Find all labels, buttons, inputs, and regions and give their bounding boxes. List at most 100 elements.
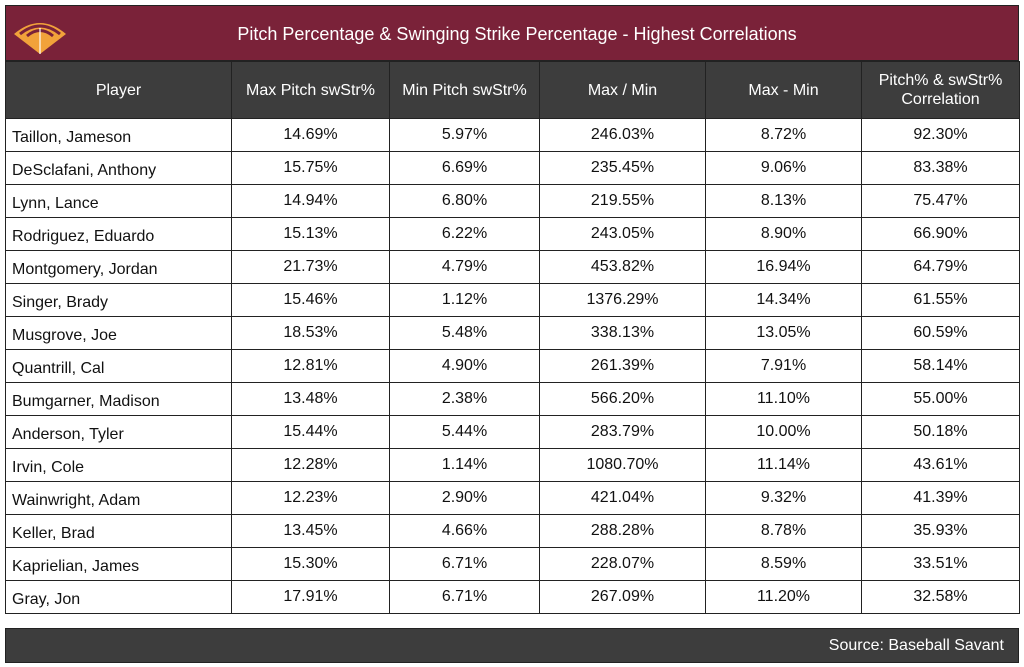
correlation-cell: 61.55% <box>861 283 1020 317</box>
max-pitch-cell: 18.53% <box>231 316 390 350</box>
col-header-max-pitch: Max Pitch swStr% <box>231 61 390 119</box>
correlation-cell: 43.61% <box>861 448 1020 482</box>
max-pitch-cell: 21.73% <box>231 250 390 284</box>
table-row: Gray, Jon 17.91% 6.71% 267.09% 11.20% 32.58% <box>5 580 1020 614</box>
min-pitch-cell: 4.79% <box>389 250 540 284</box>
max-over-min-cell: 235.45% <box>539 151 706 185</box>
table-row: Kaprielian, James 15.30% 6.71% 228.07% 8.59%… <box>5 547 1020 581</box>
player-cell: Bumgarner, Madison <box>5 382 232 416</box>
player-cell: Quantrill, Cal <box>5 349 232 383</box>
max-over-min-cell: 243.05% <box>539 217 706 251</box>
table-row: Singer, Brady 15.46% 1.12% 1376.29% 14.34% 61… <box>5 283 1020 317</box>
min-pitch-cell: 1.14% <box>389 448 540 482</box>
table-row: DeSclafani, Anthony 15.75% 6.69% 235.45% 9.0… <box>5 151 1020 185</box>
source-note: Source: Baseball Savant <box>828 637 1004 654</box>
source-footer: Source: Baseball Savant <box>5 628 1019 663</box>
min-pitch-cell: 2.90% <box>389 481 540 515</box>
col-header-correlation: Pitch% & swStr% Correlation <box>861 61 1020 119</box>
min-pitch-cell: 4.90% <box>389 349 540 383</box>
player-cell: Irvin, Cole <box>5 448 232 482</box>
max-minus-min-cell: 8.59% <box>705 547 862 581</box>
player-cell: Gray, Jon <box>5 580 232 614</box>
max-pitch-cell: 15.46% <box>231 283 390 317</box>
table-row: Musgrove, Joe 18.53% 5.48% 338.13% 13.05% 60.… <box>5 316 1020 350</box>
min-pitch-cell: 5.48% <box>389 316 540 350</box>
header-row: Player Max Pitch swStr% Min Pitch swStr%… <box>5 61 1020 119</box>
max-over-min-cell: 566.20% <box>539 382 706 416</box>
player-cell: Kaprielian, James <box>5 547 232 581</box>
correlation-cell: 33.51% <box>861 547 1020 581</box>
max-over-min-cell: 453.82% <box>539 250 706 284</box>
max-minus-min-cell: 11.10% <box>705 382 862 416</box>
max-minus-min-cell: 8.90% <box>705 217 862 251</box>
max-pitch-cell: 15.44% <box>231 415 390 449</box>
max-pitch-cell: 15.13% <box>231 217 390 251</box>
min-pitch-cell: 4.66% <box>389 514 540 548</box>
baseball-field-logo-icon <box>14 23 66 54</box>
min-pitch-cell: 5.97% <box>389 118 540 152</box>
table-row: Bumgarner, Madison 13.48% 2.38% 566.20% 11.1… <box>5 382 1020 416</box>
max-minus-min-cell: 14.34% <box>705 283 862 317</box>
max-over-min-cell: 228.07% <box>539 547 706 581</box>
max-pitch-cell: 17.91% <box>231 580 390 614</box>
max-minus-min-cell: 9.32% <box>705 481 862 515</box>
table-row: Keller, Brad 13.45% 4.66% 288.28% 8.78% 35.93… <box>5 514 1020 548</box>
max-pitch-cell: 14.94% <box>231 184 390 218</box>
player-cell: Wainwright, Adam <box>5 481 232 515</box>
table-row: Wainwright, Adam 12.23% 2.90% 421.04% 9.32% 4… <box>5 481 1020 515</box>
correlation-cell: 55.00% <box>861 382 1020 416</box>
correlation-cell: 83.38% <box>861 151 1020 185</box>
max-pitch-cell: 14.69% <box>231 118 390 152</box>
min-pitch-cell: 6.80% <box>389 184 540 218</box>
correlation-cell: 75.47% <box>861 184 1020 218</box>
max-over-min-cell: 1376.29% <box>539 283 706 317</box>
max-minus-min-cell: 11.20% <box>705 580 862 614</box>
table-row: Rodriguez, Eduardo 15.13% 6.22% 243.05% 8.90… <box>5 217 1020 251</box>
title-bar: Pitch Percentage & Swinging Strike Perce… <box>5 5 1019 61</box>
max-minus-min-cell: 8.78% <box>705 514 862 548</box>
min-pitch-cell: 2.38% <box>389 382 540 416</box>
max-over-min-cell: 246.03% <box>539 118 706 152</box>
table-row: Anderson, Tyler 15.44% 5.44% 283.79% 10.00% 5… <box>5 415 1020 449</box>
max-over-min-cell: 261.39% <box>539 349 706 383</box>
correlation-cell: 41.39% <box>861 481 1020 515</box>
table-row: Quantrill, Cal 12.81% 4.90% 261.39% 7.91% 58.… <box>5 349 1020 383</box>
player-cell: Keller, Brad <box>5 514 232 548</box>
max-minus-min-cell: 10.00% <box>705 415 862 449</box>
max-pitch-cell: 15.75% <box>231 151 390 185</box>
max-over-min-cell: 1080.70% <box>539 448 706 482</box>
player-cell: Rodriguez, Eduardo <box>5 217 232 251</box>
max-over-min-cell: 421.04% <box>539 481 706 515</box>
max-pitch-cell: 15.30% <box>231 547 390 581</box>
max-pitch-cell: 13.48% <box>231 382 390 416</box>
min-pitch-cell: 6.71% <box>389 547 540 581</box>
correlation-cell: 64.79% <box>861 250 1020 284</box>
max-over-min-cell: 283.79% <box>539 415 706 449</box>
table-row: Irvin, Cole 12.28% 1.14% 1080.70% 11.14% 43.6… <box>5 448 1020 482</box>
max-over-min-cell: 338.13% <box>539 316 706 350</box>
data-table: Player Max Pitch swStr% Min Pitch swStr%… <box>5 61 1020 614</box>
player-cell: DeSclafani, Anthony <box>5 151 232 185</box>
max-minus-min-cell: 13.05% <box>705 316 862 350</box>
max-minus-min-cell: 11.14% <box>705 448 862 482</box>
min-pitch-cell: 6.22% <box>389 217 540 251</box>
table-title: Pitch Percentage & Swinging Strike Perce… <box>237 24 797 44</box>
max-over-min-cell: 288.28% <box>539 514 706 548</box>
col-header-min-pitch: Min Pitch swStr% <box>389 61 540 119</box>
max-pitch-cell: 12.28% <box>231 448 390 482</box>
max-over-min-cell: 267.09% <box>539 580 706 614</box>
table-row: Lynn, Lance 14.94% 6.80% 219.55% 8.13% 75.47% <box>5 184 1020 218</box>
max-pitch-cell: 12.23% <box>231 481 390 515</box>
correlation-cell: 32.58% <box>861 580 1020 614</box>
max-minus-min-cell: 9.06% <box>705 151 862 185</box>
max-pitch-cell: 13.45% <box>231 514 390 548</box>
max-minus-min-cell: 7.91% <box>705 349 862 383</box>
max-over-min-cell: 219.55% <box>539 184 706 218</box>
min-pitch-cell: 5.44% <box>389 415 540 449</box>
correlation-cell: 60.59% <box>861 316 1020 350</box>
correlation-cell: 50.18% <box>861 415 1020 449</box>
min-pitch-cell: 6.69% <box>389 151 540 185</box>
min-pitch-cell: 1.12% <box>389 283 540 317</box>
correlation-cell: 58.14% <box>861 349 1020 383</box>
table-figure: Pitch Percentage & Swinging Strike Perce… <box>5 5 1020 663</box>
